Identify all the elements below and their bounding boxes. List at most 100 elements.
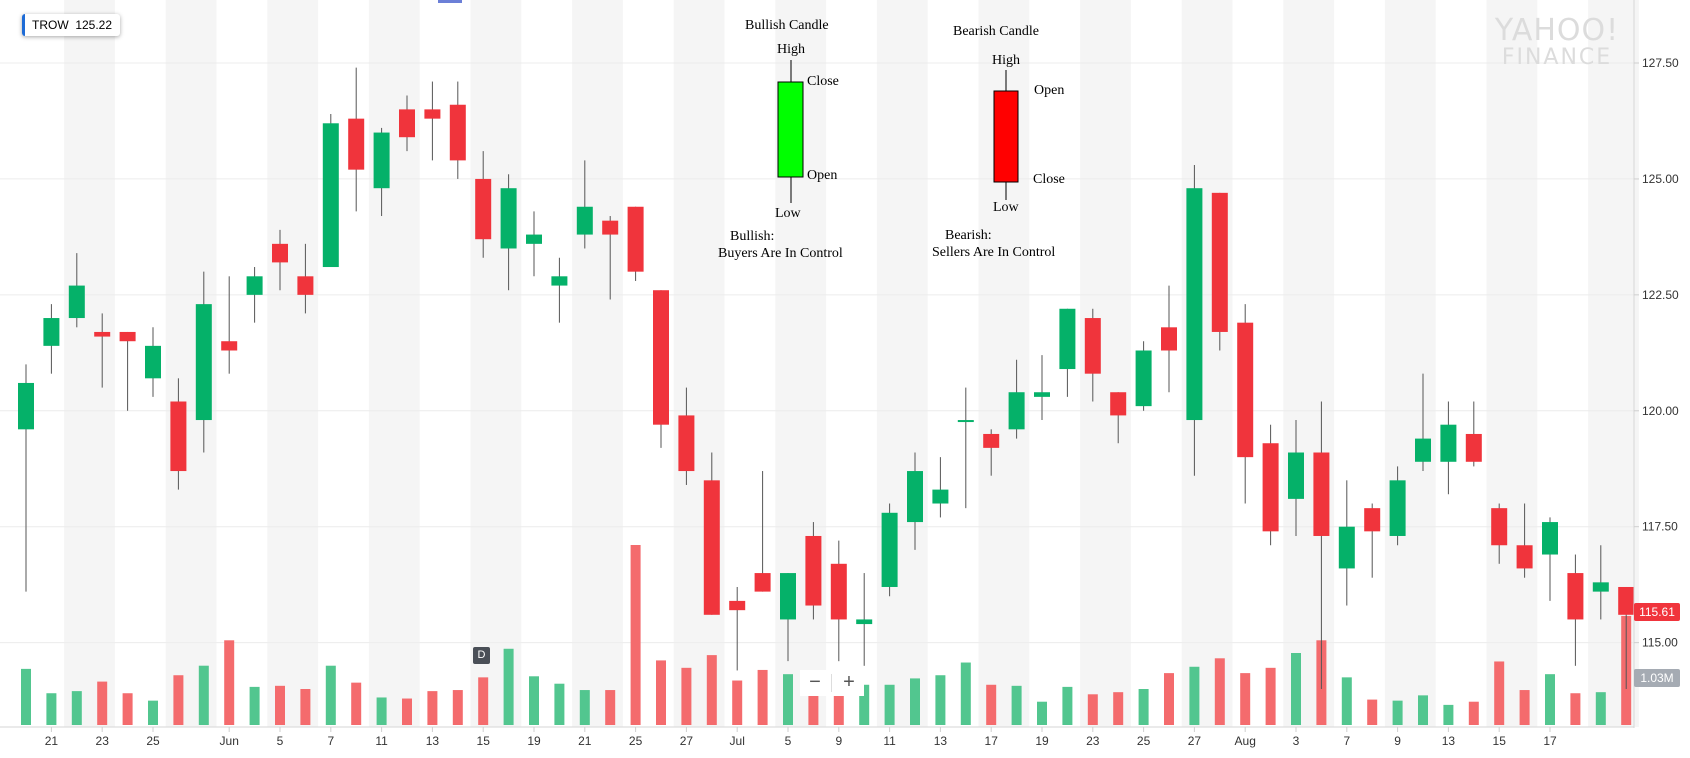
candle[interactable]: [1313, 401, 1330, 689]
candle[interactable]: [856, 573, 873, 666]
ticker-badge[interactable]: TROW 125.22: [22, 14, 121, 36]
candle[interactable]: [170, 378, 187, 490]
candle[interactable]: [729, 586, 746, 671]
candle[interactable]: [195, 271, 212, 453]
candle[interactable]: [272, 229, 288, 291]
candle-body: [373, 132, 390, 189]
volume-bar: [46, 693, 57, 725]
volume-bar: [173, 675, 184, 725]
candle[interactable]: [145, 327, 161, 397]
candle[interactable]: [1186, 165, 1203, 476]
volume-bar: [681, 667, 692, 725]
candle[interactable]: [1364, 503, 1381, 578]
candle[interactable]: [1389, 466, 1406, 546]
x-tick-label: 19: [527, 734, 541, 748]
dividend-marker[interactable]: D: [473, 647, 490, 664]
candle[interactable]: [348, 67, 365, 212]
candle[interactable]: [94, 313, 111, 388]
candle[interactable]: [1338, 480, 1355, 606]
volume-bars: [21, 545, 1632, 725]
candle[interactable]: [1135, 341, 1152, 411]
volume-tag: 1.03M: [1634, 669, 1680, 687]
candle[interactable]: [653, 290, 669, 448]
week-band: [1486, 0, 1538, 727]
candle[interactable]: [18, 364, 34, 592]
candle[interactable]: [449, 81, 466, 179]
candle-body: [1288, 452, 1304, 499]
candle[interactable]: [881, 503, 898, 597]
volume-bar: [452, 690, 463, 725]
candle[interactable]: [1415, 373, 1431, 472]
x-tick-label: 25: [629, 734, 643, 748]
y-tick-label: 117.50: [1642, 520, 1678, 534]
ticker-price: 125.22: [75, 18, 113, 32]
candle[interactable]: [526, 211, 542, 277]
candle[interactable]: [1262, 424, 1279, 546]
candle[interactable]: [627, 206, 644, 281]
candle-body: [1465, 433, 1482, 462]
candle[interactable]: [1110, 392, 1127, 444]
candle[interactable]: [1211, 192, 1228, 351]
candle[interactable]: [957, 387, 974, 509]
candle[interactable]: [221, 276, 238, 374]
candle[interactable]: [703, 452, 720, 615]
zoom-out-button[interactable]: −: [809, 671, 821, 693]
candle[interactable]: [1008, 359, 1025, 439]
bullish-caption-1: Bullish:: [730, 229, 775, 244]
candle[interactable]: [602, 216, 619, 300]
candle[interactable]: [983, 429, 1000, 476]
volume-bar: [1341, 677, 1352, 725]
candle[interactable]: [1034, 355, 1050, 421]
zoom-in-button[interactable]: +: [843, 671, 855, 693]
candle[interactable]: [932, 457, 949, 518]
candle[interactable]: [1592, 545, 1609, 620]
candle[interactable]: [1542, 517, 1558, 601]
candle[interactable]: [246, 267, 263, 323]
candle[interactable]: [754, 471, 771, 592]
candle[interactable]: [576, 160, 593, 249]
candle[interactable]: [500, 174, 517, 291]
candle[interactable]: [297, 243, 314, 314]
candle-body: [94, 331, 111, 337]
week-band: [64, 0, 115, 727]
candle[interactable]: [1084, 308, 1101, 402]
candle[interactable]: [1491, 503, 1508, 564]
x-tick-label: 25: [146, 734, 160, 748]
volume-bar: [1189, 666, 1200, 725]
candle[interactable]: [399, 95, 415, 152]
candle[interactable]: [1567, 554, 1584, 666]
volume-bar: [783, 674, 793, 725]
candle[interactable]: [424, 81, 441, 161]
candle[interactable]: [907, 452, 923, 550]
candle[interactable]: [1618, 586, 1635, 689]
candle[interactable]: [830, 540, 847, 662]
candle[interactable]: [475, 151, 492, 258]
candle-body: [932, 489, 949, 504]
volume-bar: [198, 665, 209, 725]
candle[interactable]: [1161, 285, 1177, 393]
candle[interactable]: [1465, 401, 1482, 467]
watermark-line2: FINANCE: [1501, 45, 1613, 70]
candle-body: [576, 206, 593, 235]
bearish-legend-diagram: [993, 70, 1019, 200]
candle[interactable]: [68, 253, 85, 328]
candle[interactable]: [1059, 308, 1076, 397]
candle[interactable]: [119, 331, 136, 411]
candle[interactable]: [551, 257, 568, 323]
volume-bar: [97, 681, 108, 725]
candle[interactable]: [678, 387, 695, 485]
candle-body: [1364, 508, 1381, 532]
candle[interactable]: [805, 522, 822, 620]
y-tick-label: 127.50: [1642, 56, 1679, 70]
candle[interactable]: [1237, 304, 1254, 504]
x-tick-label: 19: [1035, 734, 1049, 748]
candle[interactable]: [1288, 420, 1304, 536]
candle[interactable]: [373, 127, 390, 217]
candle[interactable]: [780, 573, 796, 662]
candle[interactable]: [1440, 401, 1457, 495]
candle[interactable]: [322, 114, 339, 268]
candle[interactable]: [43, 304, 60, 374]
week-band: [470, 0, 522, 727]
candle[interactable]: [1516, 503, 1533, 578]
